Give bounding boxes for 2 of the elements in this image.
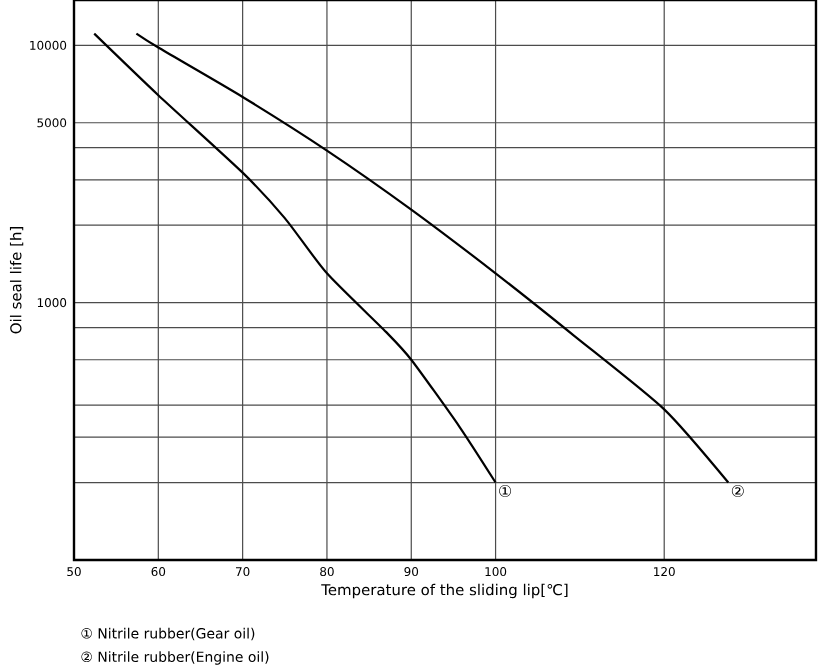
line-series <box>135 32 730 484</box>
line-series <box>93 32 497 484</box>
